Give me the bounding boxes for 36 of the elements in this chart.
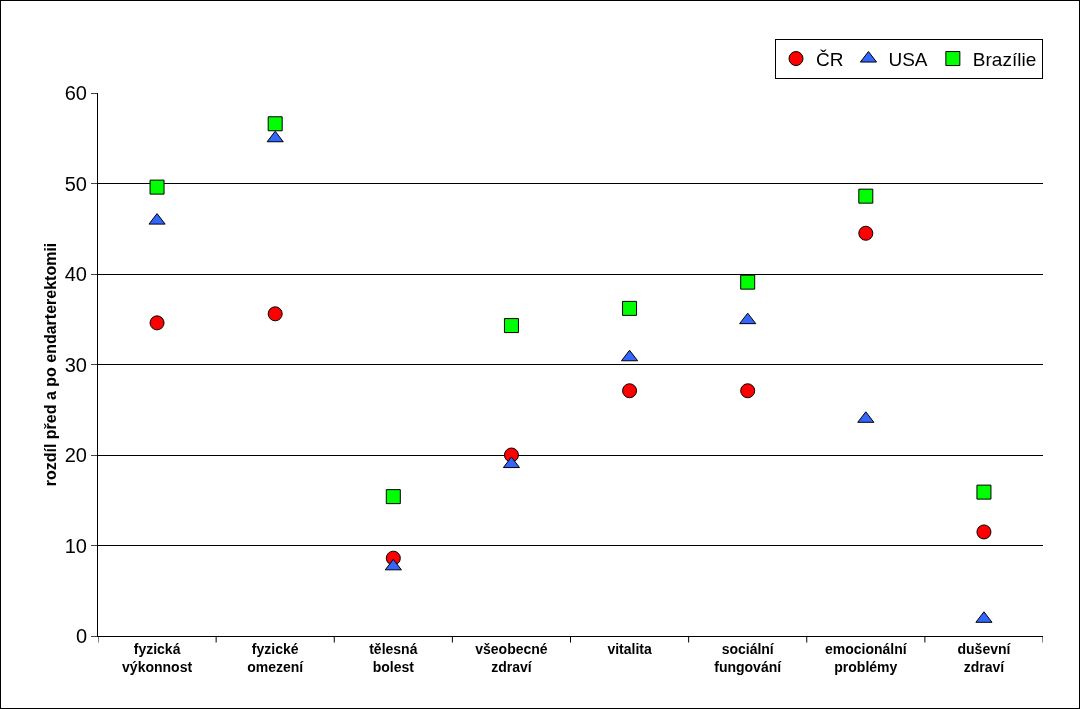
point (266, 130, 284, 143)
legend-label: USA (888, 48, 928, 70)
point (267, 306, 283, 322)
point (740, 383, 756, 399)
legend-label: ČR (816, 48, 844, 70)
x-tick-label: sociální fungování (714, 640, 783, 675)
point (384, 558, 402, 571)
y-tick-label: 40 (64, 263, 87, 285)
y-tick-label: 30 (64, 353, 87, 376)
y-tick-label: 60 (64, 82, 87, 104)
point (267, 116, 283, 132)
legend-label: Brazílie (972, 48, 1037, 70)
point (622, 300, 638, 316)
x-tick-label: fyzická výkonnost (122, 640, 193, 675)
point (503, 318, 519, 334)
point (739, 312, 757, 325)
point (740, 274, 756, 290)
point (976, 484, 992, 500)
y-axis-title: rozdíl před a po endarterektomii (42, 242, 59, 487)
point (858, 225, 874, 241)
point (149, 315, 165, 331)
y-tick-label: 10 (64, 534, 87, 557)
x-tick-label: fyzické omezení (247, 640, 305, 675)
x-tick-label: duševní zdraví (957, 640, 1012, 675)
y-tick-label: 50 (64, 172, 87, 195)
point (976, 524, 992, 540)
x-tick-label: všeobecné zdraví (475, 640, 548, 675)
y-tick-label: 0 (75, 625, 87, 647)
point (622, 383, 638, 399)
y-tick-label: 20 (64, 444, 87, 466)
point (858, 188, 874, 204)
x-tick-label: vitalita (607, 640, 652, 657)
point (149, 179, 165, 195)
x-tick-label: tělesná bolest (369, 640, 418, 675)
point (385, 489, 401, 505)
x-tick-label: emocionální problémy (824, 640, 908, 675)
